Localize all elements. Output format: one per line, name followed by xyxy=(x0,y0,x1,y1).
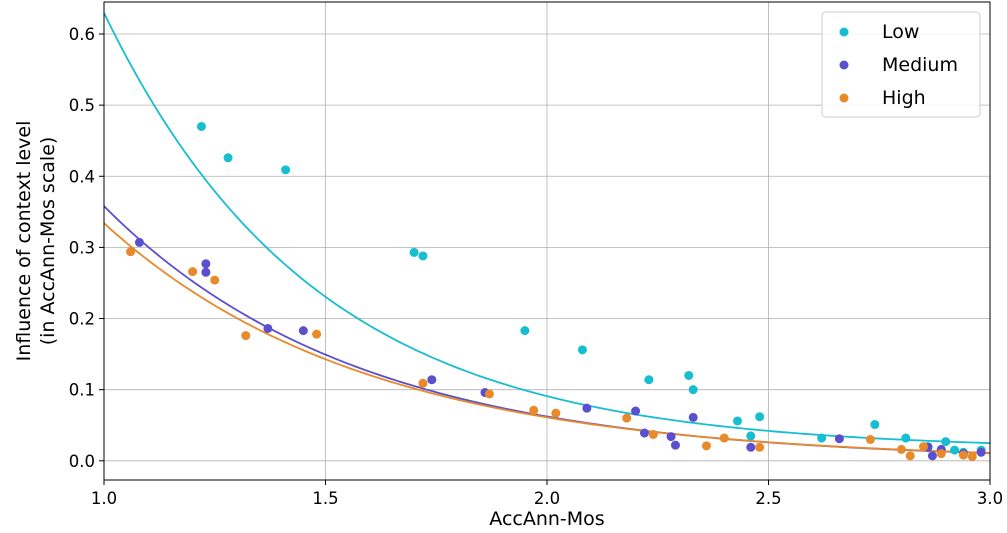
point-medium xyxy=(134,237,144,247)
point-low xyxy=(223,153,233,163)
point-high xyxy=(967,452,977,462)
point-high xyxy=(484,389,494,399)
point-medium xyxy=(746,442,756,452)
point-low xyxy=(520,326,530,336)
point-low xyxy=(418,251,428,261)
point-high xyxy=(896,444,906,454)
point-high xyxy=(719,433,729,443)
point-high xyxy=(905,451,915,461)
y-tick-label: 0.5 xyxy=(69,96,95,115)
point-medium xyxy=(631,406,641,416)
y-axis-label-line-1: Influence of context level xyxy=(13,121,35,362)
point-high xyxy=(529,405,539,415)
legend-marker-low xyxy=(839,27,849,37)
data-points xyxy=(126,121,986,462)
y-tick-label: 0.4 xyxy=(69,167,95,186)
legend: Low Medium High xyxy=(821,11,981,118)
point-low xyxy=(577,345,587,355)
x-axis-label: AccAnn-Mos xyxy=(489,508,604,530)
point-medium xyxy=(927,451,937,461)
point-high xyxy=(551,408,561,418)
point-high xyxy=(188,267,198,277)
point-high xyxy=(701,441,711,451)
point-high xyxy=(919,442,929,452)
point-medium xyxy=(834,434,844,444)
point-medium xyxy=(298,326,308,336)
legend-marker-medium xyxy=(839,60,849,70)
point-low xyxy=(196,121,206,131)
point-low xyxy=(901,433,911,443)
legend-label-low: Low xyxy=(882,21,919,43)
point-high xyxy=(418,378,428,388)
fit-curve-high xyxy=(103,222,991,454)
point-low xyxy=(941,437,951,447)
point-medium xyxy=(427,375,437,385)
point-low xyxy=(732,416,742,426)
point-medium xyxy=(670,440,680,450)
x-tick-label: 1.0 xyxy=(91,489,117,508)
point-high xyxy=(210,275,220,285)
point-low xyxy=(870,420,880,430)
point-medium xyxy=(201,267,211,277)
point-high xyxy=(126,247,136,257)
point-low xyxy=(684,370,694,380)
x-tick-label: 2.0 xyxy=(534,489,560,508)
point-medium xyxy=(666,432,676,442)
x-tick-label: 2.5 xyxy=(755,489,781,508)
y-tick-label: 0.2 xyxy=(69,310,95,329)
point-medium xyxy=(976,447,986,457)
point-high xyxy=(312,329,322,339)
y-tick-label: 0.3 xyxy=(69,238,95,257)
y-tick-label: 0.6 xyxy=(69,25,95,44)
point-low xyxy=(950,445,960,455)
point-high xyxy=(865,434,875,444)
point-high xyxy=(622,413,632,423)
y-axis-label-line-2: (in AccAnn-Mos scale) xyxy=(37,137,59,346)
point-low xyxy=(688,385,698,395)
point-medium xyxy=(263,323,273,333)
y-tick-label: 0.1 xyxy=(69,381,95,400)
y-axis-label: Influence of context level (in AccAnn-Mo… xyxy=(13,121,59,362)
point-medium xyxy=(582,403,592,413)
legend-box xyxy=(821,11,981,118)
legend-label-high: High xyxy=(882,87,926,109)
legend-label-medium: Medium xyxy=(882,54,958,76)
point-medium xyxy=(639,428,649,438)
point-high xyxy=(755,442,765,452)
legend-marker-high xyxy=(839,93,849,103)
point-medium xyxy=(688,412,698,422)
x-tick-label: 1.5 xyxy=(312,489,338,508)
point-high xyxy=(958,450,968,460)
point-high xyxy=(241,331,251,341)
point-low xyxy=(755,412,765,422)
point-low xyxy=(746,431,756,441)
point-medium xyxy=(201,259,211,269)
point-low xyxy=(409,247,419,257)
axis-ticks: 1.0 1.5 2.0 2.5 3.0 0.0 0.1 0.2 0.3 0.4 0.5 0.6 xyxy=(69,25,1003,508)
y-tick-label: 0.0 xyxy=(69,452,95,471)
point-high xyxy=(648,429,658,439)
x-tick-label: 3.0 xyxy=(977,489,1003,508)
point-low xyxy=(281,165,291,175)
point-low xyxy=(817,433,827,443)
point-high xyxy=(936,449,946,459)
point-low xyxy=(644,375,654,385)
